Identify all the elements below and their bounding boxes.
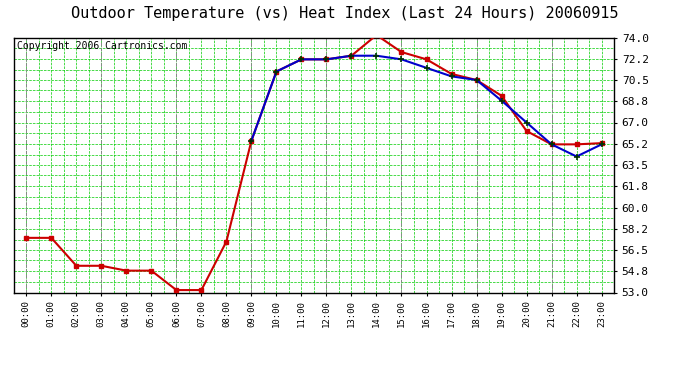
Text: Copyright 2006 Cartronics.com: Copyright 2006 Cartronics.com <box>17 41 187 51</box>
Text: Outdoor Temperature (vs) Heat Index (Last 24 Hours) 20060915: Outdoor Temperature (vs) Heat Index (Las… <box>71 6 619 21</box>
